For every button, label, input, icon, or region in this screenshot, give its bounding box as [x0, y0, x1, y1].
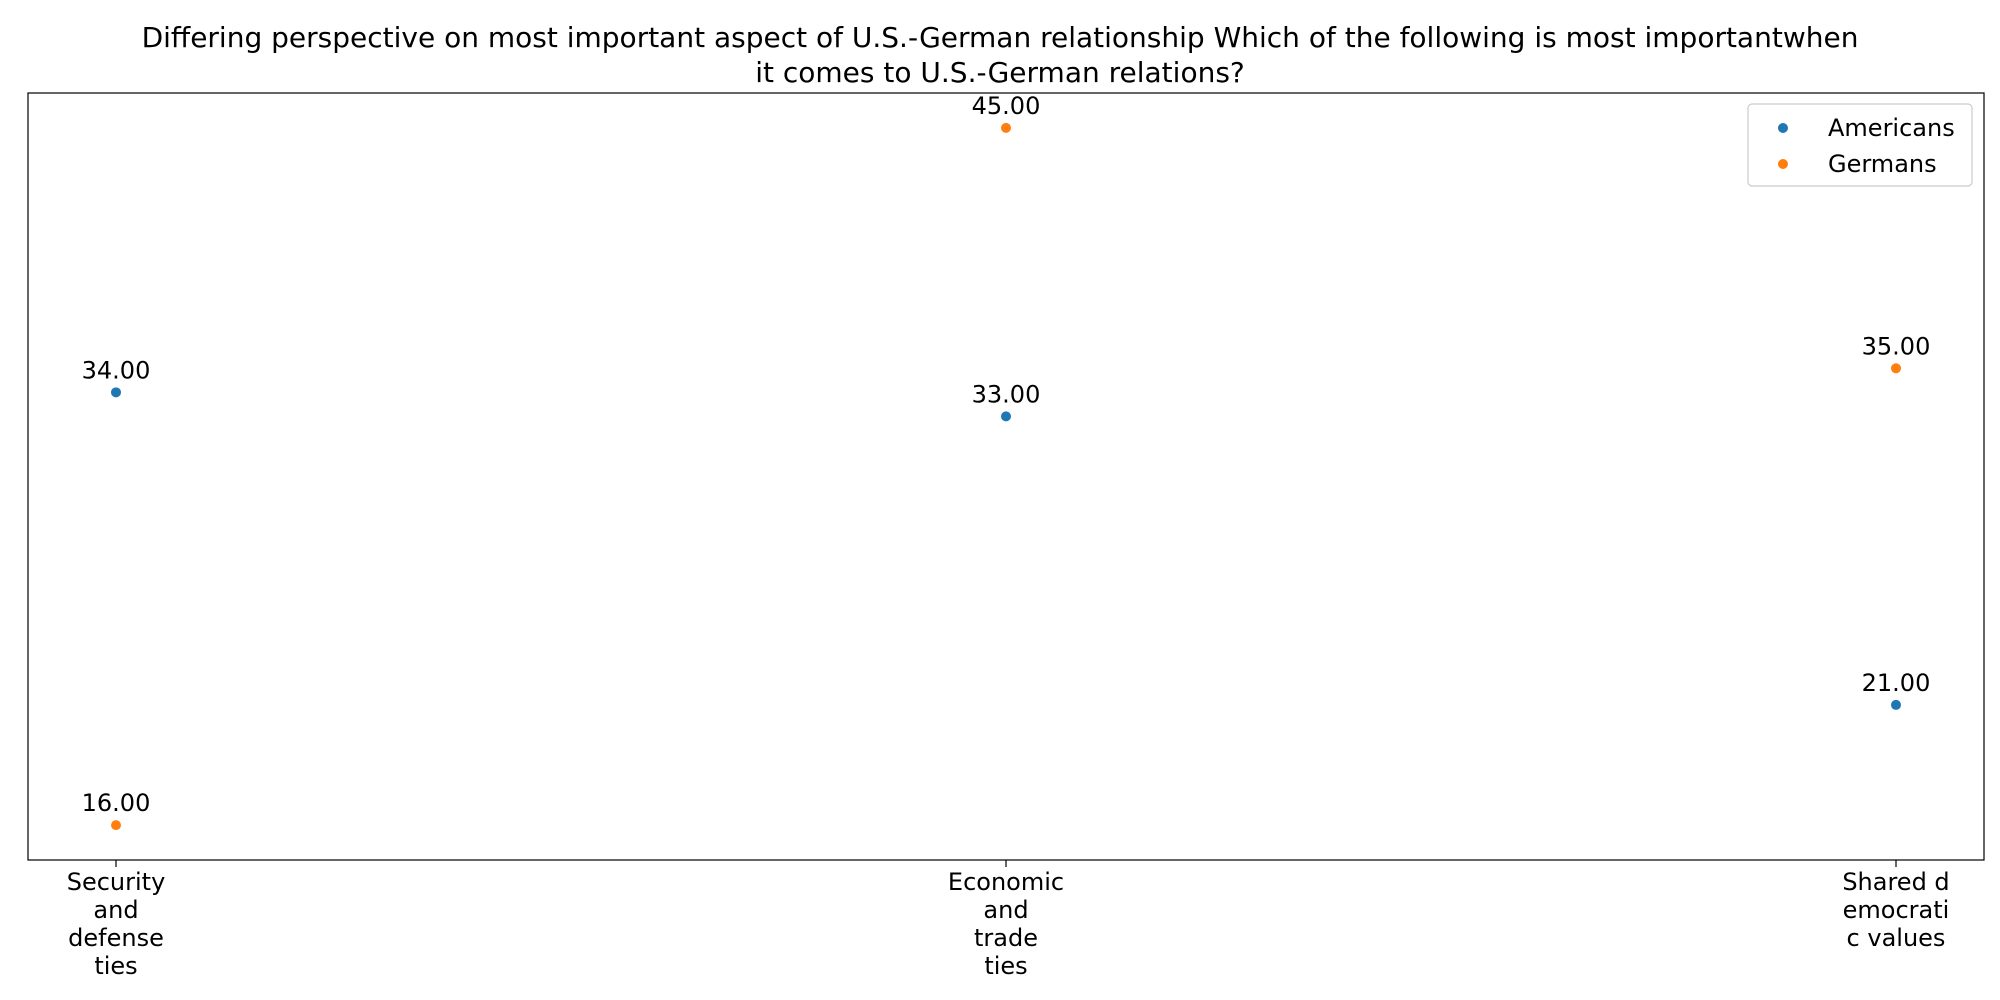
data-label-germans: 45.00 — [972, 92, 1041, 120]
plot-area-frame — [27, 92, 1985, 861]
data-point-germans — [1891, 363, 1901, 374]
data-label-americans: 21.00 — [1862, 669, 1931, 697]
chart-title-line-1: Differing perspective on most important … — [141, 21, 1859, 54]
legend-frame — [1747, 103, 1973, 187]
x-tick-label-line: c values — [1847, 924, 1946, 952]
x-tick-label-line: ties — [984, 952, 1027, 980]
data-label-americans: 34.00 — [82, 356, 151, 384]
data-point-germans — [111, 820, 121, 831]
data-point-americans — [1891, 699, 1901, 710]
x-tick-label-line: and — [93, 896, 138, 924]
x-tick-label-line: Shared d — [1842, 868, 1949, 896]
chart-title-line-2: it comes to U.S.-German relations? — [755, 56, 1245, 89]
data-point-americans — [1001, 411, 1011, 422]
x-tick-label-line: ties — [94, 952, 137, 980]
legend-marker-americans — [1778, 123, 1788, 133]
legend: Americans Germans — [1747, 103, 1973, 187]
x-tick-label-line: emocrati — [1843, 896, 1950, 924]
x-tick-label-line: Economic — [948, 868, 1064, 896]
legend-label-americans: Americans — [1828, 114, 1955, 142]
data-label-germans: 35.00 — [1862, 332, 1931, 360]
data-point-americans — [111, 387, 121, 398]
x-tick-label-line: trade — [974, 924, 1038, 952]
x-tick-label: Shared d emocrati c values — [1842, 868, 1949, 952]
chart-title: Differing perspective on most important … — [0, 20, 2000, 90]
legend-label-germans: Germans — [1828, 150, 1937, 178]
x-tick-label-line: and — [983, 896, 1028, 924]
data-label-germans: 16.00 — [82, 789, 151, 817]
data-point-germans — [1001, 122, 1011, 133]
legend-marker-germans — [1778, 159, 1788, 169]
data-labels: 34.00 33.00 21.00 16.00 45.00 35.00 — [82, 92, 1931, 817]
data-points — [111, 122, 1901, 831]
data-label-americans: 33.00 — [972, 380, 1041, 408]
x-tick-label-line: defense — [68, 924, 164, 952]
x-tick-label: Economic and trade ties — [948, 868, 1064, 980]
x-tick-label-line: Security — [67, 868, 166, 896]
x-tick-label: Security and defense ties — [67, 868, 166, 980]
